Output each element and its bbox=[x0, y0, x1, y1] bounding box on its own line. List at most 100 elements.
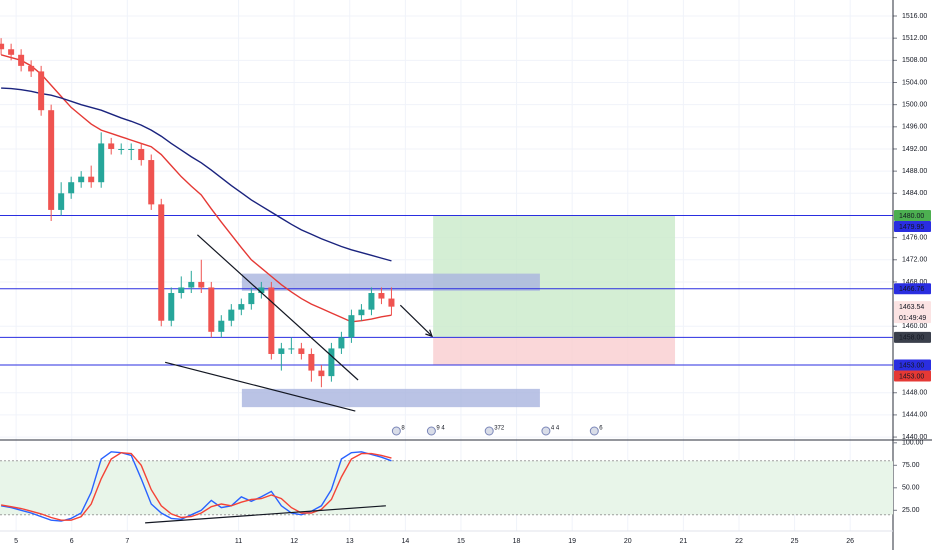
candle-body bbox=[188, 281, 195, 288]
y-tick-label: 1512.00 bbox=[902, 35, 927, 42]
x-tick-label: 20 bbox=[624, 538, 632, 545]
candle-body bbox=[238, 304, 245, 310]
event-icon bbox=[484, 426, 494, 436]
event-label: 8 bbox=[401, 426, 405, 432]
candle-body bbox=[218, 320, 225, 332]
candle-body bbox=[178, 287, 185, 294]
x-tick-label: 7 bbox=[125, 538, 129, 545]
price-tag-label: 1466.76 bbox=[899, 286, 924, 293]
y-tick-label: 1484.00 bbox=[902, 190, 927, 197]
candle-body bbox=[78, 176, 85, 183]
candle-body bbox=[198, 281, 205, 288]
x-tick-label: 26 bbox=[846, 538, 854, 545]
trend-line bbox=[145, 505, 386, 524]
candle-body bbox=[388, 298, 395, 307]
price-tag bbox=[894, 370, 931, 382]
price-tag-label: 1480.00 bbox=[899, 213, 924, 220]
oscillator-band bbox=[0, 460, 893, 515]
x-tick-label: 5 bbox=[14, 538, 18, 545]
candle-body bbox=[28, 65, 35, 72]
candle-body bbox=[308, 353, 315, 371]
zone bbox=[241, 388, 540, 408]
event-icon bbox=[391, 426, 401, 436]
price-tag bbox=[894, 220, 931, 232]
x-tick-label: 21 bbox=[679, 538, 687, 545]
candle-body bbox=[358, 309, 365, 316]
x-tick-label: 14 bbox=[401, 538, 409, 545]
candle-body bbox=[378, 293, 385, 299]
candle-body bbox=[128, 148, 135, 150]
y-tick-label: 1468.00 bbox=[902, 279, 927, 286]
y-tick-label: 1476.00 bbox=[902, 234, 927, 241]
y-tick-label: 1460.00 bbox=[902, 323, 927, 330]
x-tick-label: 22 bbox=[735, 538, 743, 545]
candle-body bbox=[338, 337, 345, 349]
y-tick-label: 1492.00 bbox=[902, 146, 927, 153]
y-tick-label: 1488.00 bbox=[902, 168, 927, 175]
x-tick-label: 12 bbox=[290, 538, 298, 545]
price-tag bbox=[894, 359, 931, 371]
x-tick-label: 13 bbox=[346, 538, 354, 545]
y-tick-label: 1440.00 bbox=[902, 434, 927, 441]
x-tick-label: 11 bbox=[235, 538, 242, 545]
y-tick-label: 1504.00 bbox=[902, 79, 927, 86]
event-icon bbox=[541, 426, 551, 436]
candle-body bbox=[38, 71, 45, 111]
candle-body bbox=[18, 54, 25, 66]
candle-body bbox=[228, 309, 235, 321]
candle-body bbox=[158, 204, 165, 321]
y-tick-label: 100.00 bbox=[902, 440, 924, 447]
countdown: 01:49:49 bbox=[899, 315, 926, 322]
candle-body bbox=[148, 160, 155, 205]
zone bbox=[433, 337, 676, 366]
candle-body bbox=[368, 293, 375, 310]
candle-body bbox=[0, 43, 5, 50]
y-tick-label: 1516.00 bbox=[902, 13, 927, 20]
y-tick-label: 1472.00 bbox=[902, 257, 927, 264]
candle-body bbox=[168, 293, 175, 321]
event-label: 4 4 bbox=[551, 426, 560, 432]
x-tick-label: 6 bbox=[70, 538, 74, 545]
candle-body bbox=[138, 148, 145, 161]
moving-average bbox=[0, 54, 392, 323]
candle-body bbox=[118, 148, 125, 150]
price-tag bbox=[894, 301, 931, 324]
arrow-head bbox=[425, 329, 434, 338]
price-tag-label: 1463.54 bbox=[899, 304, 924, 311]
candle-body bbox=[328, 348, 335, 377]
price-tag-label: 1458.00 bbox=[899, 335, 924, 342]
y-tick-label: 75.00 bbox=[902, 462, 920, 469]
candle-body bbox=[258, 287, 265, 294]
event-label: 9 4 bbox=[436, 426, 445, 432]
price-tag-label: 1453.00 bbox=[899, 373, 924, 380]
y-tick-label: 1500.00 bbox=[902, 101, 927, 108]
trend-line bbox=[196, 234, 359, 381]
x-tick-label: 15 bbox=[457, 538, 465, 545]
y-tick-label: 25.00 bbox=[902, 507, 920, 514]
y-tick-label: 1508.00 bbox=[902, 57, 927, 64]
price-tag bbox=[894, 283, 931, 295]
stochastic-d bbox=[0, 451, 392, 521]
candle-body bbox=[8, 49, 15, 55]
candle-body bbox=[208, 287, 215, 332]
y-tick-label: 1444.00 bbox=[902, 412, 927, 419]
event-label: 6 bbox=[599, 426, 603, 432]
price-tag-label: 1479.95 bbox=[899, 224, 924, 231]
x-tick-label: 18 bbox=[513, 538, 521, 545]
candle-body bbox=[88, 176, 95, 183]
candle-body bbox=[248, 293, 255, 305]
candle-body bbox=[278, 348, 285, 354]
candle-body bbox=[58, 193, 65, 210]
candle-body bbox=[318, 370, 325, 377]
y-tick-label: 1496.00 bbox=[902, 124, 927, 131]
event-icon bbox=[426, 426, 436, 436]
candle-body bbox=[68, 182, 75, 194]
zone bbox=[241, 273, 540, 291]
price-tag-label: 1453.00 bbox=[899, 362, 924, 369]
arrow-line bbox=[399, 304, 433, 337]
candle-body bbox=[348, 315, 355, 338]
candle-body bbox=[298, 348, 305, 354]
event-label: 372 bbox=[494, 426, 505, 432]
candle-body bbox=[98, 143, 105, 183]
